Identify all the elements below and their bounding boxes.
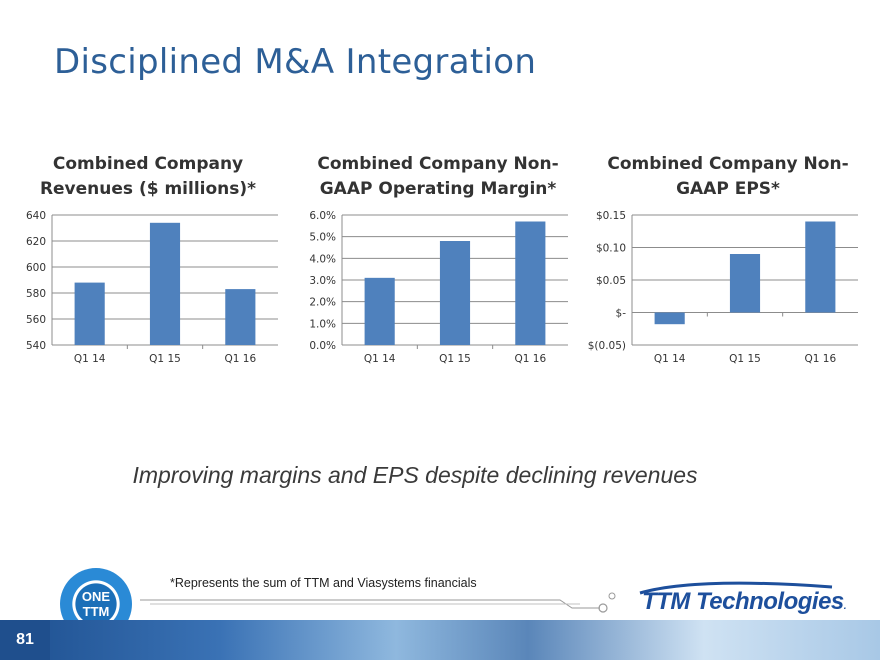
margin-ytick-label: 4.0%	[309, 253, 336, 265]
margin-ytick-label: 5.0%	[309, 232, 336, 244]
margin-bar	[515, 221, 546, 345]
revenue-chart-plot: 540 560 580 600 620 640 Q1 14 Q1 15 Q1 16	[26, 210, 278, 365]
brand-mark: .	[843, 601, 847, 612]
margin-ytick-label: 0.0%	[309, 340, 336, 352]
margin-bar	[364, 277, 395, 345]
revenue-ytick-label: 640	[26, 210, 46, 222]
logo-text-top: ONE	[81, 589, 111, 604]
brand-name: TTM Technologies	[642, 588, 844, 615]
margin-chart-plot: 0.0% 1.0% 2.0% 3.0% 4.0% 5.0% 6.0% Q1 14 Q1 15 Q1…	[309, 210, 568, 365]
eps-xtick-label: Q1 16	[805, 353, 837, 365]
eps-ytick-label: $0.15	[596, 210, 626, 222]
margin-ytick-label: 1.0%	[309, 318, 336, 330]
margin-ytick-label: 6.0%	[309, 210, 336, 222]
eps-xtick-label: Q1 14	[654, 353, 686, 365]
brand-swoosh-icon	[639, 581, 833, 595]
revenue-chart-title: Combined Company Revenues ($ millions)*	[39, 154, 257, 199]
slide-title: Disciplined M&A Integration	[54, 42, 537, 82]
eps-xtick-label: Q1 15	[729, 353, 761, 365]
eps-ytick-label: $0.10	[596, 243, 626, 255]
margin-xtick-label: Q1 14	[364, 353, 396, 365]
margin-chart: Combined Company Non- GAAP Operating Mar…	[298, 152, 578, 382]
margin-xtick-label: Q1 16	[515, 353, 547, 365]
margin-bar	[439, 241, 471, 345]
revenue-ytick-label: 580	[26, 288, 46, 300]
eps-chart-plot: $(0.05) $- $0.05 $0.10 $0.15 Q1 14 Q1 15 Q1 16	[588, 210, 858, 365]
revenue-bar	[225, 289, 256, 345]
margin-chart-title: Combined Company Non- GAAP Operating Mar…	[317, 154, 559, 199]
eps-bar	[805, 221, 836, 313]
logo-text-bottom: TTM	[82, 604, 110, 619]
eps-bar	[654, 312, 685, 325]
eps-chart: Combined Company Non- GAAP EPS* $(0.05) $…	[588, 152, 868, 382]
circuit-decoration	[140, 592, 616, 613]
margin-xtick-label: Q1 15	[439, 353, 471, 365]
ttm-technologies-logo: TTM Technologies.	[642, 588, 847, 616]
revenue-xtick-label: Q1 15	[149, 353, 181, 365]
margin-ytick-label: 2.0%	[309, 297, 336, 309]
eps-ytick-label: $0.05	[596, 275, 626, 287]
margin-ytick-label: 3.0%	[309, 275, 336, 287]
revenue-bar	[149, 222, 181, 345]
revenue-xtick-label: Q1 16	[225, 353, 257, 365]
tagline: Improving margins and EPS despite declin…	[132, 462, 698, 488]
eps-bar	[729, 254, 761, 313]
eps-chart-title: Combined Company Non- GAAP EPS*	[607, 154, 849, 199]
revenue-ytick-label: 620	[26, 236, 46, 248]
eps-ytick-label: $(0.05)	[588, 340, 626, 352]
eps-ytick-label: $-	[616, 308, 627, 320]
page-number: 81	[0, 620, 50, 660]
footnote: *Represents the sum of TTM and Viasystem…	[170, 576, 477, 590]
revenue-ytick-label: 540	[26, 340, 46, 352]
revenue-ytick-label: 560	[26, 314, 46, 326]
bottom-photo-band	[0, 620, 880, 660]
revenue-chart: Combined Company Revenues ($ millions)* …	[8, 152, 288, 382]
revenue-ytick-label: 600	[26, 262, 46, 274]
revenue-xtick-label: Q1 14	[74, 353, 106, 365]
revenue-bar	[74, 282, 105, 345]
